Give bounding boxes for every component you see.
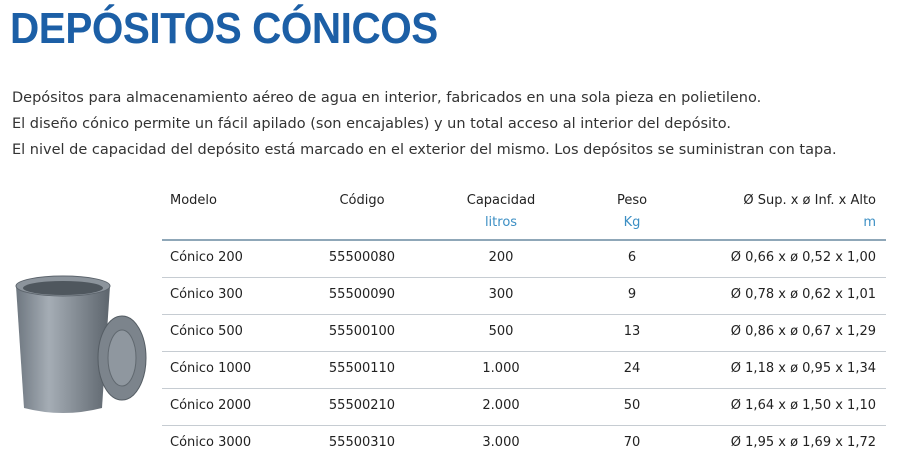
model-cell: Cónico 200	[170, 250, 243, 265]
column-header: Ø Sup. x ø Inf. x Alto	[743, 193, 876, 208]
cell: 24	[623, 361, 641, 376]
row-separator	[162, 277, 886, 278]
cell: 55500310	[328, 435, 396, 450]
header-rule	[162, 239, 886, 241]
row-separator	[162, 314, 886, 315]
column-header: Peso	[616, 193, 648, 208]
row-separator	[162, 425, 886, 426]
description-line: Depósitos para almacenamiento aéreo de a…	[12, 90, 762, 106]
model-cell: Cónico 3000	[170, 435, 252, 450]
cell: 50	[623, 398, 641, 413]
cell: 3.000	[482, 435, 520, 450]
cell: 500	[488, 324, 514, 339]
cell: 55500100	[328, 324, 396, 339]
description-line: El diseño cónico permite un fácil apilad…	[12, 116, 731, 132]
model-cell: Cónico 2000	[170, 398, 252, 413]
cell: Ø 1,64 x ø 1,50 x 1,10	[730, 398, 876, 413]
product-image	[15, 275, 147, 413]
cell: 70	[623, 435, 641, 450]
cell: 13	[623, 324, 641, 339]
cell: 1.000	[482, 361, 520, 376]
column-header: Capacidad	[466, 193, 536, 208]
cell: 6	[627, 250, 637, 265]
column-unit: Kg	[623, 215, 641, 230]
cell: 9	[627, 287, 637, 302]
cell: 55500080	[328, 250, 396, 265]
column-unit: litros	[484, 215, 518, 230]
cell: Ø 0,86 x ø 0,67 x 1,29	[730, 324, 876, 339]
column-header: Código	[339, 193, 385, 208]
model-cell: Cónico 1000	[170, 361, 252, 376]
column-header: Modelo	[170, 193, 217, 208]
cell: 300	[488, 287, 514, 302]
cell: 55500210	[328, 398, 396, 413]
column-unit: m	[863, 215, 876, 230]
title: DEPÓSITOS CÓNICOS	[10, 4, 438, 53]
cell: Ø 1,18 x ø 0,95 x 1,34	[730, 361, 876, 376]
row-separator	[162, 351, 886, 352]
cell: 200	[488, 250, 514, 265]
cell: 55500090	[328, 287, 396, 302]
cell: Ø 1,95 x ø 1,69 x 1,72	[730, 435, 876, 450]
cell: Ø 0,78 x ø 0,62 x 1,01	[730, 287, 876, 302]
cell: 2.000	[482, 398, 520, 413]
model-cell: Cónico 300	[170, 287, 243, 302]
row-separator	[162, 388, 886, 389]
description-line: El nivel de capacidad del depósito está …	[12, 142, 837, 158]
model-cell: Cónico 500	[170, 324, 243, 339]
cell: 55500110	[328, 361, 396, 376]
cell: Ø 0,66 x ø 0,52 x 1,00	[730, 250, 876, 265]
